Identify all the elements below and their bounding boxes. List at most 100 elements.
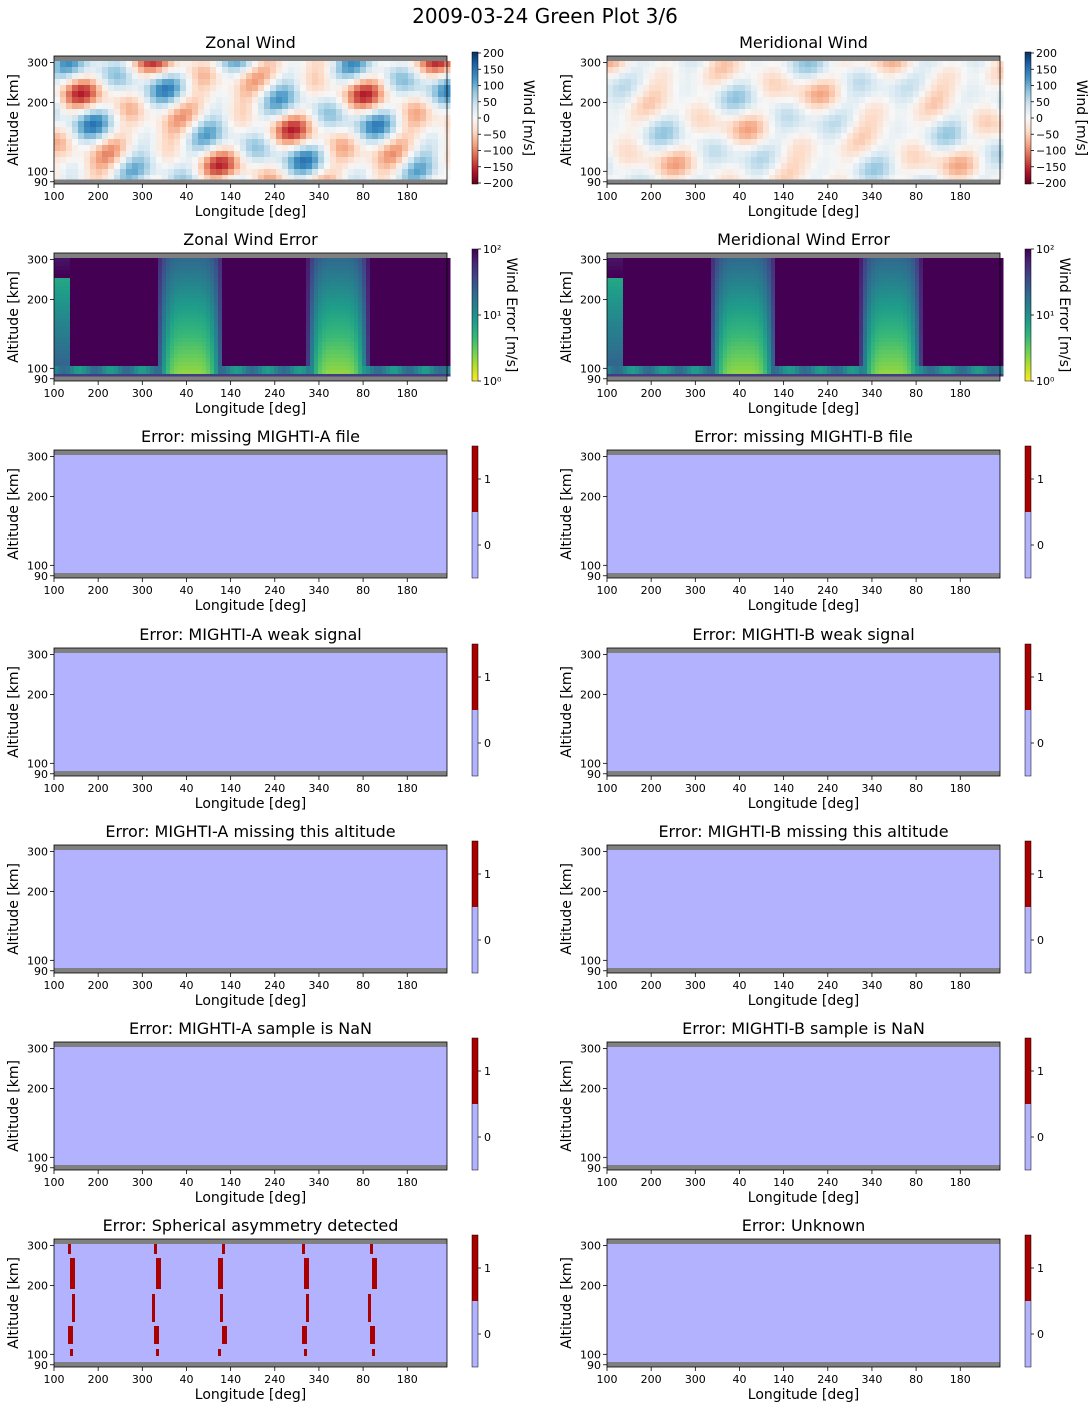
heatmap-cell bbox=[346, 278, 351, 283]
heatmap-cell bbox=[114, 139, 121, 146]
heatmap-cell bbox=[300, 103, 307, 110]
heatmap-cell bbox=[102, 109, 109, 116]
heatmap-cell bbox=[889, 175, 896, 180]
heatmap-cell bbox=[168, 139, 175, 146]
heatmap-cell bbox=[234, 342, 239, 347]
heatmap-cell bbox=[206, 298, 211, 303]
heatmap-cell bbox=[384, 85, 391, 92]
heatmap-cell bbox=[282, 286, 287, 291]
heatmap-cell bbox=[182, 266, 187, 271]
heatmap-cell bbox=[775, 139, 782, 146]
heatmap-cell bbox=[865, 139, 872, 146]
heatmap-cell bbox=[643, 127, 650, 134]
heatmap-cell bbox=[198, 322, 203, 327]
heatmap-cell bbox=[949, 115, 956, 122]
heatmap-cell bbox=[210, 342, 215, 347]
heatmap-cell bbox=[829, 109, 836, 116]
heatmap-cell bbox=[214, 342, 219, 347]
heatmap-cell bbox=[204, 115, 211, 122]
heatmap-cell bbox=[390, 67, 397, 74]
heatmap-cell bbox=[420, 151, 427, 158]
heatmap-cell bbox=[274, 322, 279, 327]
heatmap-cell bbox=[216, 175, 223, 180]
heatmap-cell bbox=[276, 67, 283, 74]
heatmap-cell bbox=[418, 290, 423, 295]
heatmap-cell bbox=[727, 85, 734, 92]
heatmap-cell bbox=[396, 121, 403, 128]
heatmap-cell bbox=[811, 103, 818, 110]
heatmap-cell bbox=[150, 175, 157, 180]
heatmap-cell bbox=[282, 298, 287, 303]
heatmap-cell bbox=[378, 322, 383, 327]
heatmap-cell bbox=[414, 282, 419, 287]
heatmap-cell bbox=[282, 103, 289, 110]
heatmap-cell bbox=[679, 121, 686, 128]
heatmap-cell bbox=[240, 121, 247, 128]
heatmap-cell bbox=[54, 97, 61, 104]
heatmap-cell bbox=[979, 121, 986, 128]
heatmap-cell bbox=[250, 326, 255, 331]
heatmap-cell bbox=[703, 85, 710, 92]
heatmap-cell bbox=[180, 91, 187, 98]
heatmap-cell bbox=[120, 73, 127, 80]
heatmap-cell bbox=[889, 145, 896, 152]
heatmap-cell bbox=[182, 278, 187, 283]
heatmap-cell bbox=[360, 139, 367, 146]
heatmap-cell bbox=[384, 157, 391, 164]
heatmap-cell bbox=[274, 338, 279, 343]
heatmap-cell bbox=[348, 157, 355, 164]
heatmap-cell bbox=[318, 151, 325, 158]
heatmap-cell bbox=[66, 346, 71, 351]
heatmap-cell bbox=[619, 139, 626, 146]
heatmap-cell bbox=[613, 127, 620, 134]
heatmap-cell bbox=[98, 290, 103, 295]
heatmap-cell bbox=[390, 79, 397, 86]
heatmap-cell bbox=[817, 91, 824, 98]
heatmap-cell bbox=[270, 314, 275, 319]
heatmap-cell bbox=[763, 73, 770, 80]
heatmap-cell bbox=[877, 151, 884, 158]
heatmap-cell bbox=[210, 85, 217, 92]
heatmap-cell bbox=[420, 133, 427, 140]
heatmap-cell bbox=[158, 338, 163, 343]
heatmap-cell bbox=[733, 139, 740, 146]
heatmap-cell bbox=[649, 139, 656, 146]
heatmap-cell bbox=[198, 282, 203, 287]
heatmap-cell bbox=[54, 326, 59, 331]
heatmap-cell bbox=[98, 270, 103, 275]
heatmap-cell bbox=[246, 85, 253, 92]
heatmap-cell bbox=[619, 85, 626, 92]
heatmap-cell bbox=[108, 157, 115, 164]
heatmap-cell bbox=[294, 326, 299, 331]
heatmap-cell bbox=[314, 282, 319, 287]
heatmap-cell bbox=[300, 67, 307, 74]
heatmap-cell bbox=[266, 318, 271, 323]
heatmap-cell bbox=[372, 169, 379, 176]
heatmap-cell bbox=[763, 79, 770, 86]
heatmap-cell bbox=[54, 79, 61, 86]
heatmap-cell bbox=[901, 85, 908, 92]
heatmap-cell bbox=[158, 342, 163, 347]
heatmap-cell bbox=[895, 133, 902, 140]
heatmap-cell bbox=[446, 302, 451, 307]
heatmap-cell bbox=[438, 133, 445, 140]
heatmap-cell bbox=[242, 322, 247, 327]
heatmap-cell bbox=[168, 163, 175, 170]
heatmap-cell bbox=[90, 306, 95, 311]
heatmap-cell bbox=[230, 306, 235, 311]
heatmap-cell bbox=[763, 121, 770, 128]
heatmap-cell bbox=[102, 298, 107, 303]
heatmap-cell bbox=[354, 145, 361, 152]
heatmap-cell bbox=[426, 338, 431, 343]
heatmap-cell bbox=[727, 115, 734, 122]
heatmap-cell bbox=[158, 302, 163, 307]
heatmap-cell bbox=[202, 270, 207, 275]
heatmap-cell bbox=[254, 326, 259, 331]
heatmap-cell bbox=[847, 109, 854, 116]
heatmap-cell bbox=[372, 175, 379, 180]
heatmap-cell bbox=[228, 85, 235, 92]
heatmap-cell bbox=[198, 266, 203, 271]
heatmap-cell bbox=[378, 103, 385, 110]
heatmap-cell bbox=[246, 322, 251, 327]
heatmap-cell bbox=[979, 133, 986, 140]
